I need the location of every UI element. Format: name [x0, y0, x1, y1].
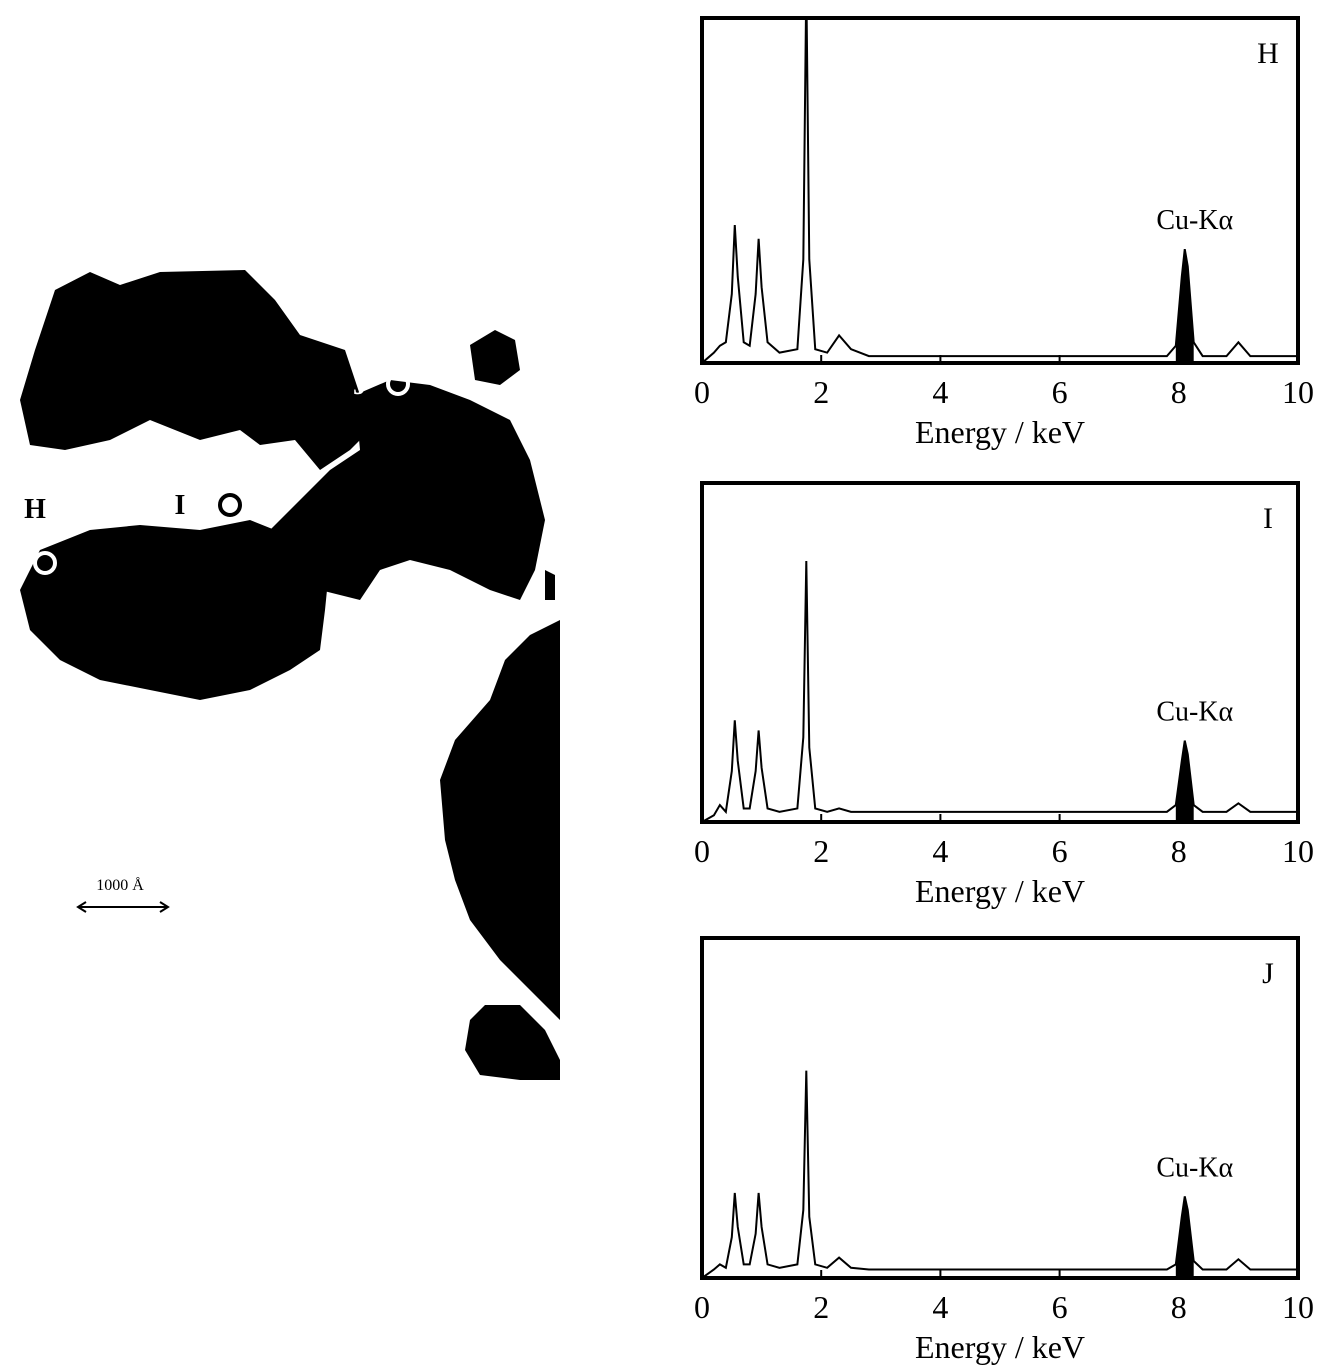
spectrum-line — [702, 18, 1298, 363]
particle — [465, 1005, 560, 1080]
x-tick-label: 0 — [694, 833, 710, 869]
scale-bar — [76, 901, 170, 913]
x-tick-label: 6 — [1052, 374, 1068, 410]
x-tick-label: 6 — [1052, 1289, 1068, 1325]
particle — [20, 270, 380, 470]
x-tick-label: 10 — [1282, 833, 1314, 869]
x-tick-label: 0 — [694, 1289, 710, 1325]
probe-circle — [33, 551, 57, 575]
x-axis-label: Energy / keV — [915, 1329, 1085, 1365]
x-tick-label: 2 — [813, 374, 829, 410]
particle — [470, 330, 520, 385]
x-tick-label: 2 — [813, 1289, 829, 1325]
point-label: I — [175, 490, 186, 521]
micrograph — [20, 270, 560, 1080]
spectrum-line — [702, 1070, 1298, 1278]
x-tick-label: 4 — [932, 833, 948, 869]
annotation: Cu-Kα — [1156, 205, 1233, 236]
x-axis-label: Energy / keV — [915, 414, 1085, 450]
plot-frame — [700, 481, 1300, 824]
point-label: J — [353, 370, 367, 401]
spectrum-line — [702, 560, 1298, 822]
probe-circle — [218, 493, 242, 517]
panel-label: I — [1263, 502, 1273, 535]
particle — [440, 620, 560, 1020]
plot-frame — [700, 16, 1300, 365]
x-tick-label: 0 — [694, 374, 710, 410]
point-label: H — [24, 494, 46, 525]
panel-label: J — [1262, 957, 1274, 990]
x-axis-label: Energy / keV — [915, 873, 1085, 909]
particle — [545, 570, 555, 600]
x-tick-label: 8 — [1171, 833, 1187, 869]
x-tick-label: 10 — [1282, 374, 1314, 410]
x-tick-label: 2 — [813, 833, 829, 869]
shaded-peak — [1175, 249, 1194, 363]
annotation: Cu-Kα — [1156, 1152, 1233, 1183]
x-tick-label: 6 — [1052, 833, 1068, 869]
micrograph-markers — [33, 372, 410, 575]
probe-circle — [386, 372, 410, 396]
scale-bar-arrow — [76, 901, 170, 913]
x-tick-label: 4 — [932, 374, 948, 410]
shaded-peak — [1175, 740, 1194, 822]
x-tick-label: 8 — [1171, 374, 1187, 410]
panel-label: H — [1257, 37, 1279, 70]
x-tick-label: 10 — [1282, 1289, 1314, 1325]
shaded-peak — [1175, 1196, 1194, 1278]
particle — [260, 380, 545, 600]
annotation: Cu-Kα — [1156, 697, 1233, 728]
plot-frame — [700, 936, 1300, 1280]
x-tick-label: 4 — [932, 1289, 948, 1325]
scale-bar-label: 1000 Å — [96, 876, 144, 894]
x-tick-label: 8 — [1171, 1289, 1187, 1325]
particle — [20, 520, 330, 700]
